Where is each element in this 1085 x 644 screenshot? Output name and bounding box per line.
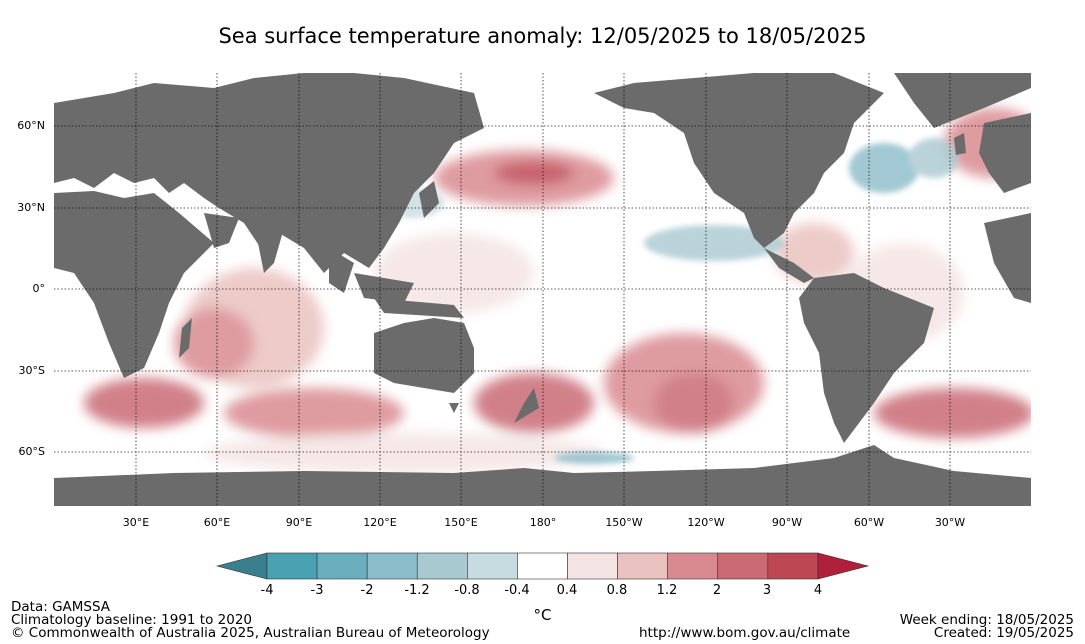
colorbar-tick: 2 [712,583,722,598]
week-ending: Week ending: 18/05/2025 [899,612,1074,628]
colorbar-cell [667,552,719,580]
bom-link[interactable]: http://www.bom.gov.au/climate [639,625,851,641]
colorbar-tick: 0.8 [606,583,628,598]
lat-label-30n: 30°N [17,201,45,214]
colorbar-cell [316,552,368,580]
climatology-baseline: Climatology baseline: 1991 to 2020 [11,612,252,628]
lon-label-60w: 60°W [853,516,885,529]
colorbar-cell [617,552,668,580]
map-title: Sea surface temperature anomaly: 12/05/2… [218,24,867,48]
lon-label-180: 180° [529,516,557,529]
colorbar-tick: -4 [260,583,274,598]
graticule [54,73,1031,506]
colorbar-tick: 0.4 [556,583,578,598]
colorbar-max-extend [817,552,870,580]
lon-label-60e: 60°E [203,516,231,529]
colorbar-tick: 3 [762,583,772,598]
colorbar-cell [467,552,518,580]
colorbar-tick: -3 [310,583,324,598]
colorbar-cell [416,552,468,580]
lon-label-30e: 30°E [122,516,150,529]
lon-label-150e: 150°E [444,516,478,529]
colorbar-unit: °C [533,606,552,624]
colorbar-tick: -1.2 [404,583,430,598]
colorbar [215,552,871,586]
colorbar-tick: 4 [813,583,823,598]
lon-label-90w: 90°W [771,516,803,529]
lon-label-120w: 120°W [687,516,725,529]
colorbar-cell [567,552,618,580]
colorbar-min-extend [215,552,268,580]
lat-label-equator: 0° [32,282,46,295]
lat-label-60s: 60°S [18,445,45,458]
lat-label-30s: 30°S [18,364,45,377]
colorbar-tick: -2 [360,583,374,598]
colorbar-cell [717,552,769,580]
copyright: © Commonwealth of Australia 2025, Austra… [11,625,490,641]
colorbar-cell [266,552,318,580]
lon-label-150w: 150°W [605,516,643,529]
lon-label-30w: 30°W [934,516,966,529]
created-date: Created: 19/05/2025 [933,625,1074,641]
lon-label-120e: 120°E [363,516,397,529]
colorbar-tick: 1.2 [656,583,678,598]
cool-anomaly-layer [144,138,959,464]
lat-label-60n: 60°N [17,119,45,132]
colorbar-tick: -0.8 [454,583,480,598]
lon-label-90e: 90°E [285,516,313,529]
sst-anomaly-map [54,73,1031,506]
colorbar-tick: -0.4 [504,583,530,598]
colorbar-cell [517,552,568,580]
data-source: Data: GAMSSA [11,599,111,615]
colorbar-cell [366,552,418,580]
colorbar-cell [767,552,819,580]
